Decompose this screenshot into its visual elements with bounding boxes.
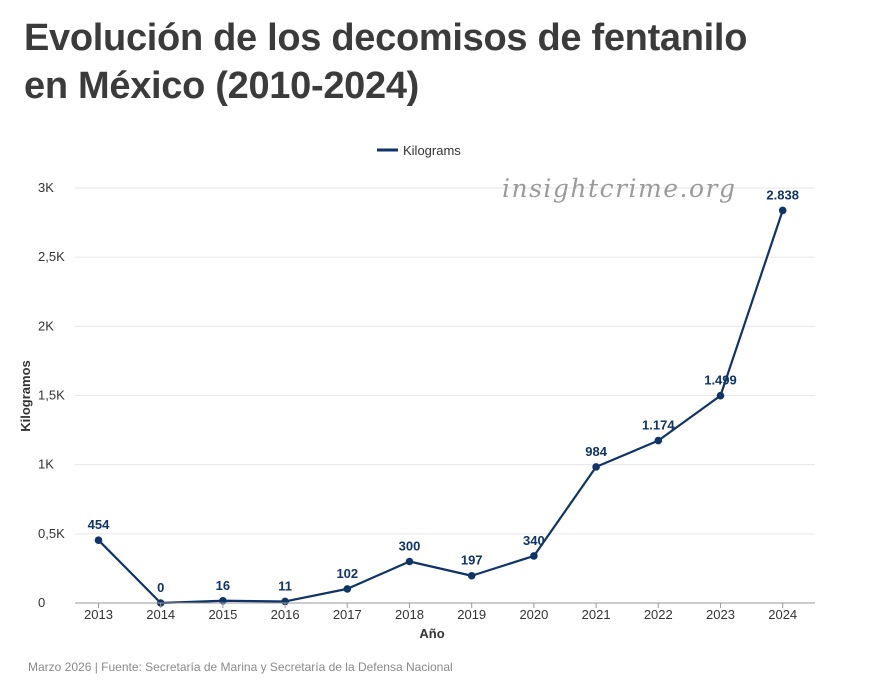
y-tick-label: 1K (38, 457, 54, 472)
x-tick-label: 2021 (582, 607, 611, 622)
y-axis-title: Kilogramos (18, 360, 33, 432)
watermark-logo: insightcrime.org (502, 174, 737, 203)
x-tick-label: 2020 (519, 607, 548, 622)
data-point[interactable] (778, 206, 787, 215)
data-label: 2.838 (766, 187, 799, 202)
y-tick-label: 3K (38, 180, 54, 195)
data-point[interactable] (467, 571, 476, 580)
chart-title-line-1: Evolución de los decomisos de fentanilo (24, 17, 748, 59)
x-tick-label: 2023 (706, 607, 735, 622)
grid-lines (75, 187, 815, 535)
x-tick-label: 2024 (768, 607, 797, 622)
data-label: 454 (88, 517, 110, 532)
data-point[interactable] (94, 536, 103, 544)
data-label: 0 (157, 580, 164, 595)
data-point[interactable] (405, 557, 414, 566)
series-kilograms: 454 0 16 11 102 300 197 340 984 1.174 1.499 2.838 (88, 187, 799, 607)
data-label: 11 (278, 578, 292, 593)
x-tick-label: 2014 (146, 607, 175, 622)
data-point[interactable] (592, 463, 600, 471)
data-point[interactable] (654, 436, 663, 445)
data-point[interactable] (530, 552, 538, 560)
source-footer: Marzo 2026 | Fuente: Secretaría de Marin… (28, 660, 453, 674)
data-label: 984 (585, 444, 607, 459)
y-tick-label: 2,5K (38, 249, 65, 264)
data-label: 300 (399, 539, 421, 554)
axes: 0 0,5K 1K 1,5K 2K 2,5K 3K 2013 2014 2015 2016 2017 2… (38, 180, 815, 622)
x-axis-title: Año (419, 626, 444, 641)
data-label: 197 (461, 553, 483, 568)
y-tick-label: 2K (38, 318, 54, 333)
data-label: 340 (523, 533, 545, 548)
legend: Kilograms (377, 143, 461, 158)
legend-label: Kilograms (403, 143, 461, 158)
x-tick-label: 2013 (84, 607, 113, 622)
data-point[interactable] (343, 585, 352, 593)
y-tick-label: 1,5K (38, 388, 65, 403)
data-label: 102 (336, 566, 358, 581)
chart-title-line-2: en México (2010-2024) (24, 65, 420, 107)
data-label: 1.174 (642, 418, 675, 433)
x-tick-label: 2015 (208, 607, 237, 622)
x-tick-label: 2017 (333, 607, 362, 622)
data-point[interactable] (716, 391, 725, 400)
x-tick-label: 2022 (644, 607, 673, 622)
x-tick-label: 2016 (271, 607, 300, 622)
y-tick-label: 0 (38, 595, 45, 610)
data-label: 1.499 (704, 373, 737, 388)
series-line (97, 210, 784, 605)
y-tick-label: 0,5K (38, 526, 65, 541)
chart-title: Evolución de los decomisos de fentanilo … (24, 14, 884, 110)
data-label: 16 (216, 578, 230, 593)
x-tick-label: 2019 (457, 607, 486, 622)
x-tick-label: 2018 (395, 607, 424, 622)
